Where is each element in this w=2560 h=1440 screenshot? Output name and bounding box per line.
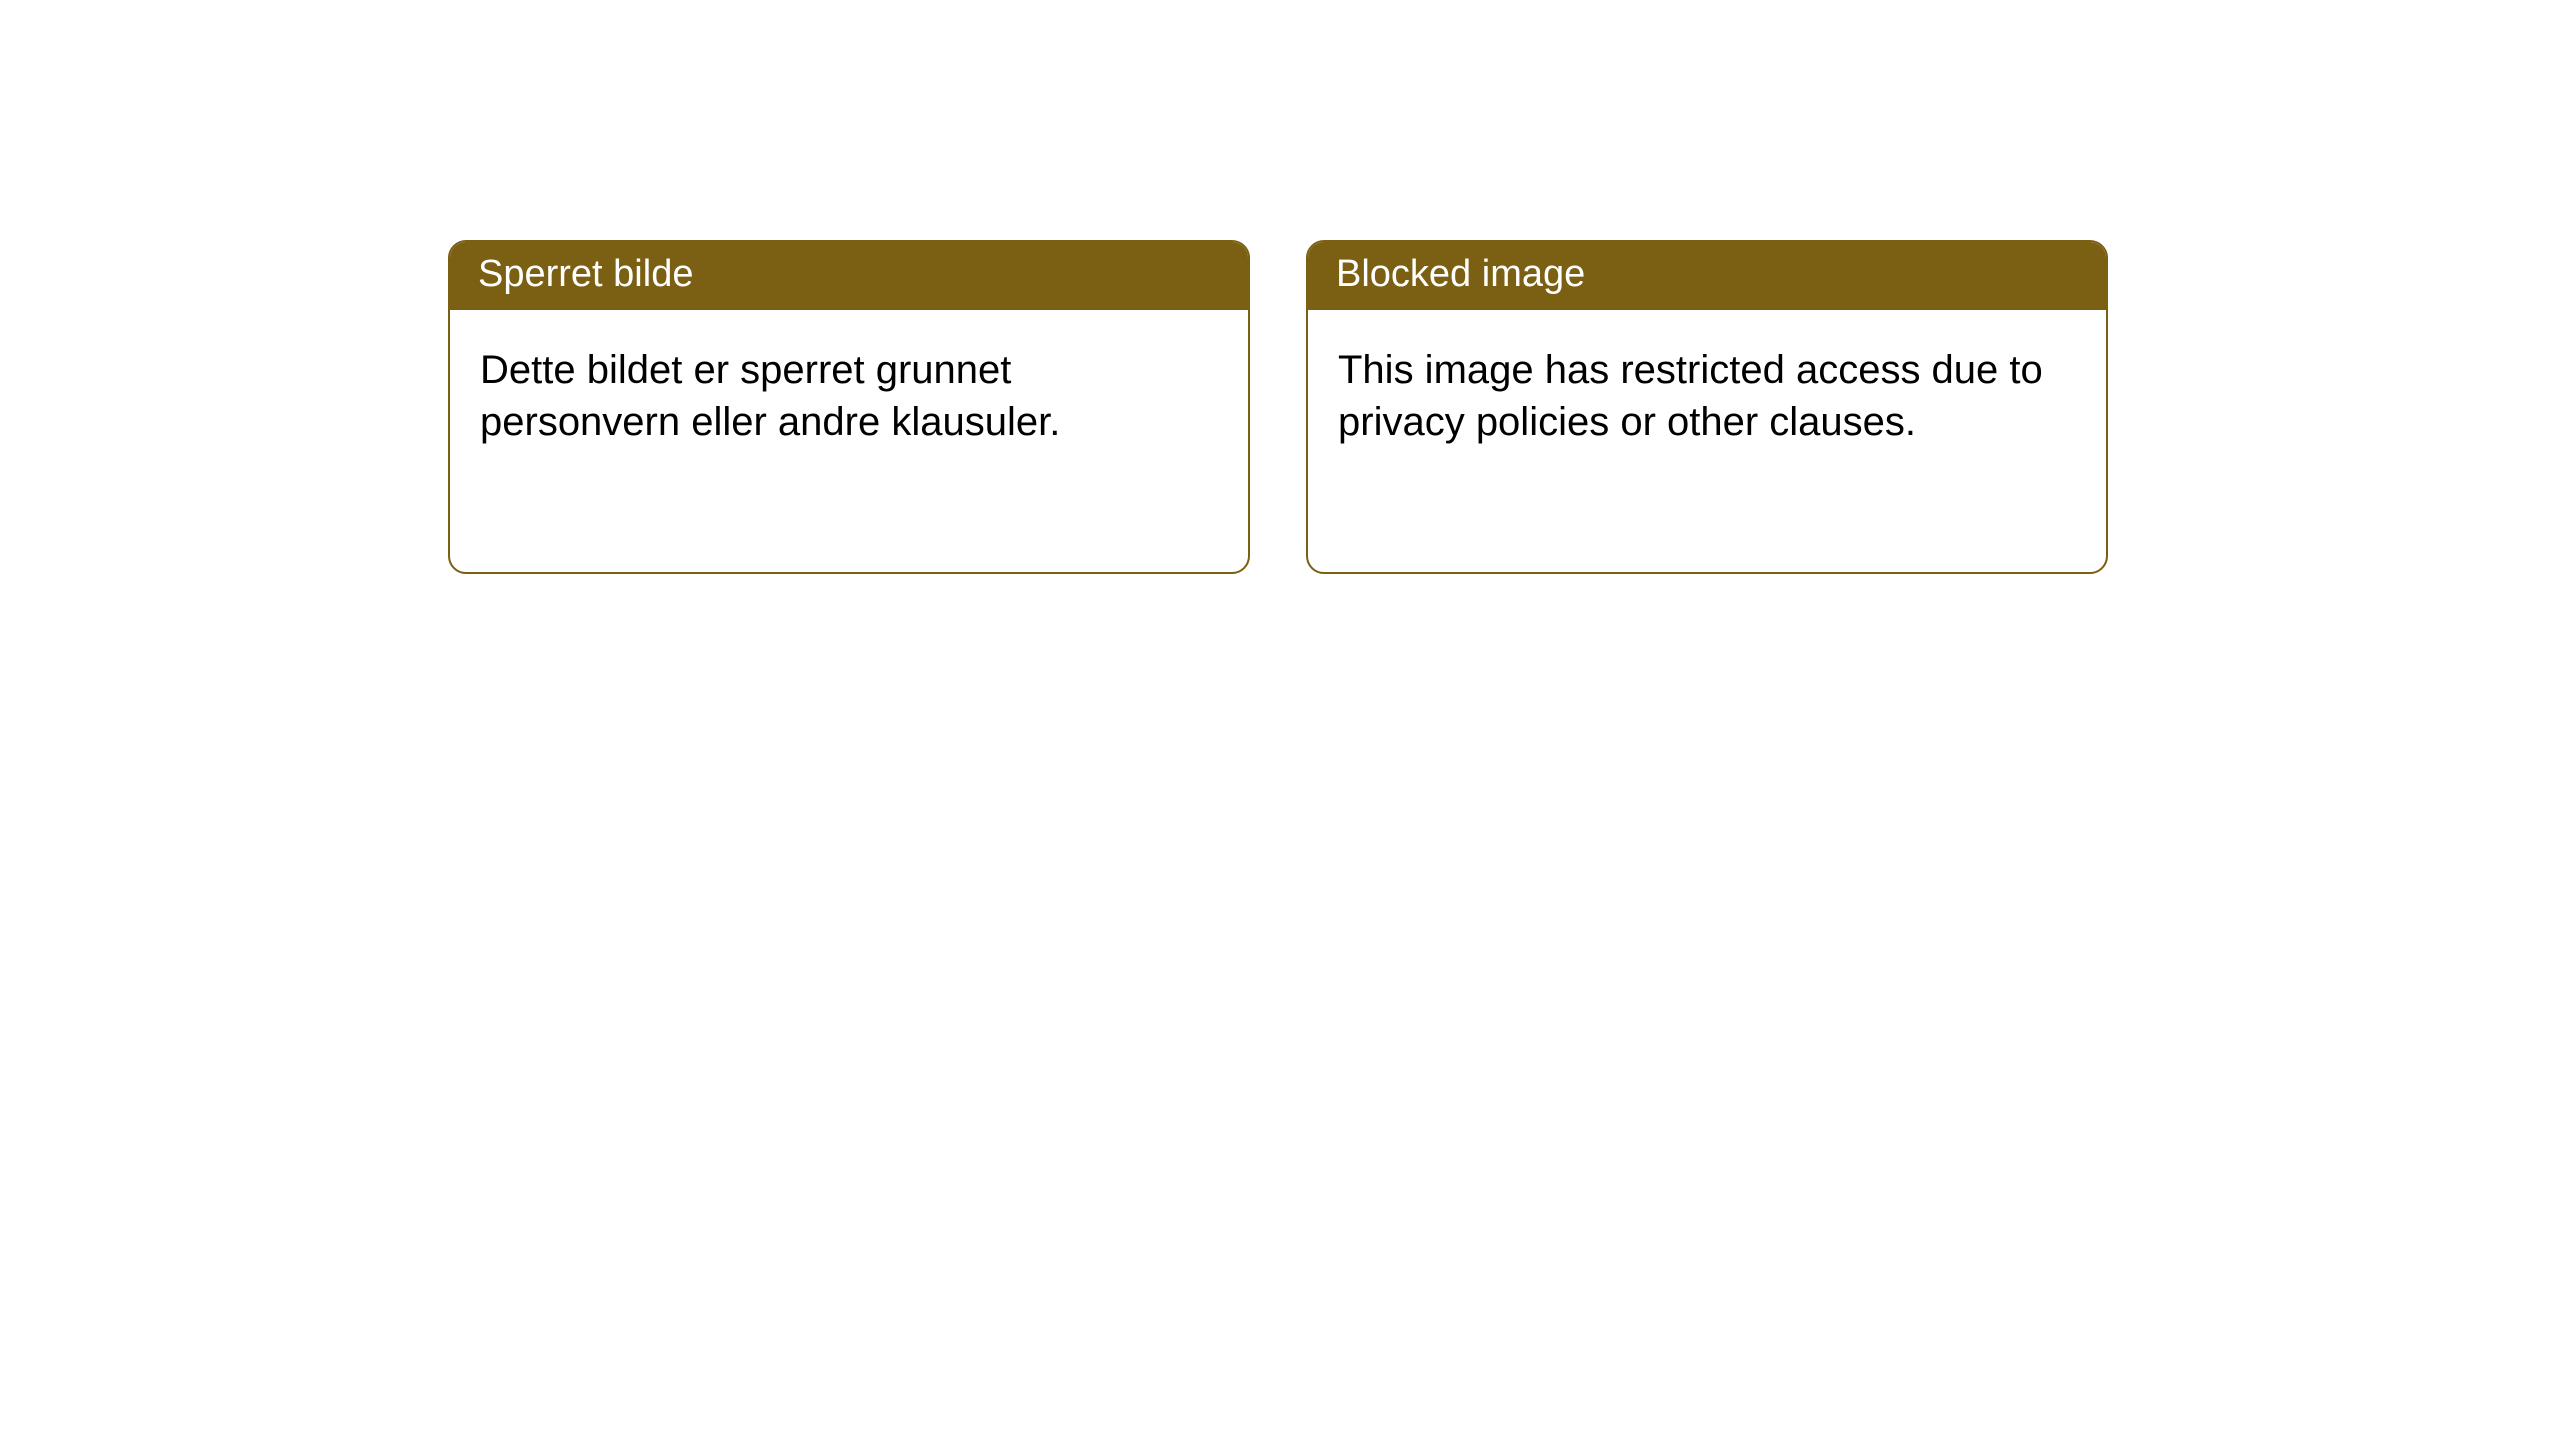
card-header-en: Blocked image	[1308, 242, 2106, 310]
card-body-en: This image has restricted access due to …	[1308, 310, 2106, 482]
card-body-no: Dette bildet er sperret grunnet personve…	[450, 310, 1248, 482]
blocked-image-cards: Sperret bilde Dette bildet er sperret gr…	[448, 240, 2560, 574]
blocked-image-card-no: Sperret bilde Dette bildet er sperret gr…	[448, 240, 1250, 574]
card-header-no: Sperret bilde	[450, 242, 1248, 310]
blocked-image-card-en: Blocked image This image has restricted …	[1306, 240, 2108, 574]
